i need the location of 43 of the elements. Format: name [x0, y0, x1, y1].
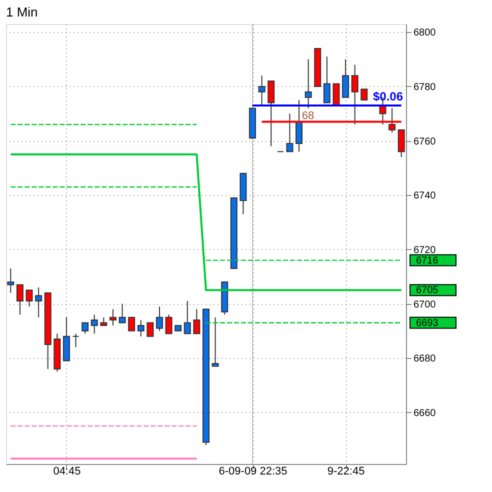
candlestick: [193, 308, 200, 334]
data-label: 6716: [416, 255, 439, 266]
candlestick: [72, 333, 80, 348]
x-tick-label: 9-22:45: [327, 466, 365, 478]
candlestick: [342, 58, 350, 98]
annotation: $0.06: [372, 89, 404, 104]
y-tick-label: 6660: [414, 408, 436, 419]
candlestick: [146, 322, 154, 337]
candlestick: [82, 322, 89, 334]
annotation: 68: [302, 110, 314, 122]
chart-title: 1 Min: [6, 4, 38, 20]
candlestick: [118, 303, 126, 324]
data-label: 6693: [416, 318, 439, 329]
candlestick: [109, 308, 116, 326]
y-tick-label: 6740: [414, 190, 436, 202]
candlestick: [184, 300, 191, 334]
candlestick: [35, 286, 42, 318]
candlestick: [156, 306, 163, 332]
candlestick: [258, 75, 266, 106]
candlestick: [286, 113, 294, 152]
candlestick: [304, 58, 312, 109]
candlestick: [323, 56, 330, 104]
candlestick: [90, 314, 98, 334]
y-tick-label: 6800: [414, 28, 436, 39]
candlestick: [212, 316, 219, 367]
candlestick: [296, 100, 303, 152]
candlestick: [128, 316, 136, 332]
candlestick: [332, 83, 340, 106]
candlestick: [360, 88, 368, 101]
candlestick: [398, 129, 405, 158]
y-tick-label: 6760: [414, 136, 436, 148]
y-tick-label: 6780: [414, 82, 436, 93]
x-tick-label: 6-09-09 22:35: [218, 466, 288, 478]
y-tick-label: 6700: [414, 299, 436, 310]
candlestick: [16, 284, 24, 316]
candlestick: [7, 268, 14, 294]
candlestick: [165, 314, 172, 334]
data-label: 6705: [416, 285, 439, 296]
x-tick-label: 04:45: [53, 466, 81, 478]
y-tick-label: 6720: [414, 244, 436, 256]
y-tick-label: 6680: [414, 354, 436, 365]
candlestick: [137, 320, 144, 337]
candlestick: [26, 290, 33, 307]
